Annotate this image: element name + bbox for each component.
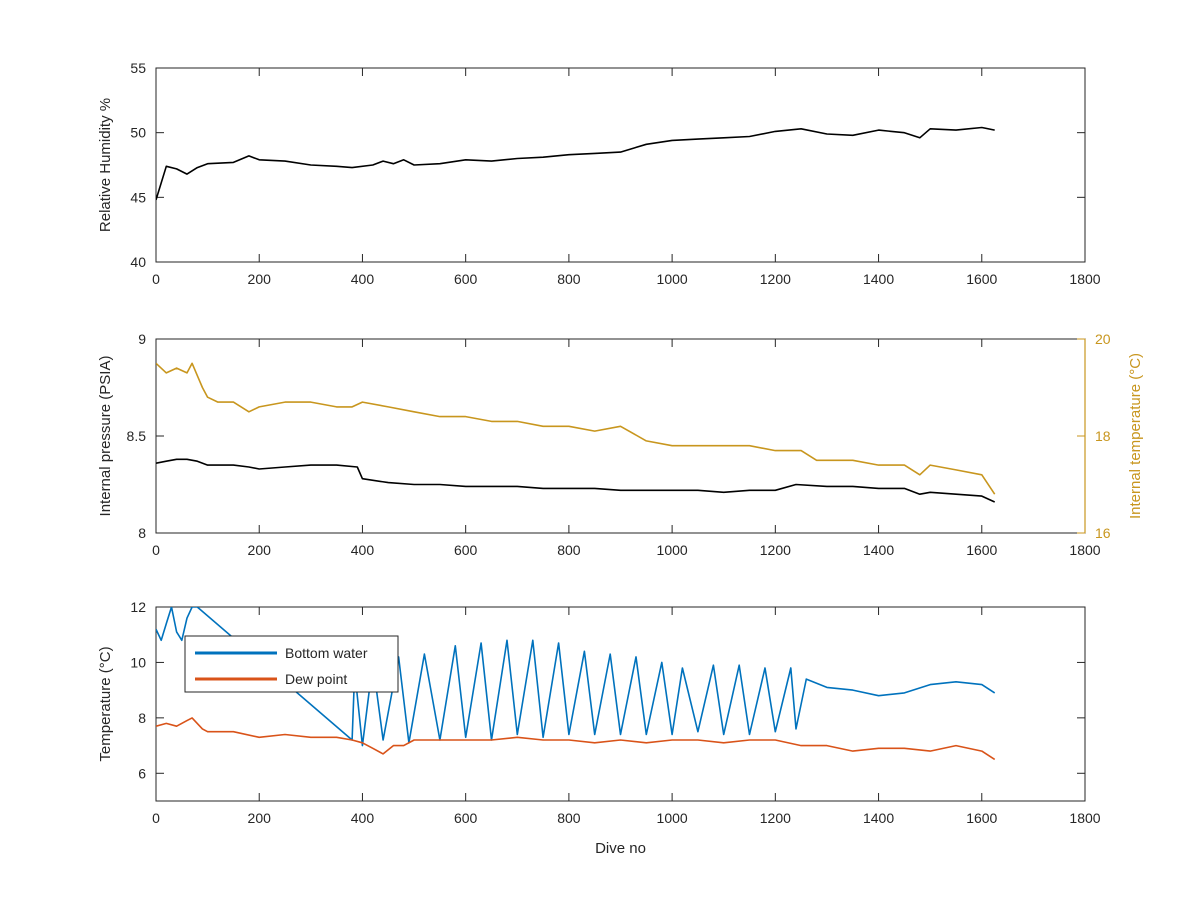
chart-panel-3: 0 200 400 600 800 1000 1200 1400 1600 1800 6 8 10 12 T… bbox=[97, 599, 1101, 857]
y-tick-label: 45 bbox=[130, 189, 146, 205]
x-tick-label: 1400 bbox=[863, 271, 894, 287]
chart-panel-1: 0 200 400 600 800 1000 1200 1400 1600 1800 40 45 50 5… bbox=[97, 60, 1101, 287]
x-tick-label: 800 bbox=[557, 810, 581, 826]
y-tick-label: 8.5 bbox=[127, 428, 147, 444]
x-tick-label: 1200 bbox=[760, 271, 791, 287]
y-tick-label-right: 20 bbox=[1095, 331, 1111, 347]
series-line-1-1 bbox=[156, 126, 995, 201]
legend-box bbox=[184, 635, 399, 693]
y-axis-label: Temperature (°C) bbox=[97, 646, 114, 761]
y-tick-label: 10 bbox=[130, 654, 146, 670]
x-tick-label: 1600 bbox=[966, 542, 997, 558]
y-tick-label: 12 bbox=[130, 599, 146, 615]
x-tick-label: 0 bbox=[152, 810, 160, 826]
series-line-2-1 bbox=[156, 362, 996, 495]
y-axis-label: Internal pressure (PSIA) bbox=[97, 356, 114, 517]
y-tick-label: 8 bbox=[138, 710, 146, 726]
x-tick-label: 1200 bbox=[760, 810, 791, 826]
x-tick-label: 200 bbox=[248, 810, 272, 826]
series-line-dew-point bbox=[156, 717, 996, 761]
x-tick-label: 1600 bbox=[966, 271, 997, 287]
x-tick-label: 800 bbox=[557, 542, 581, 558]
x-tick-label: 1600 bbox=[966, 810, 997, 826]
y-tick-label: 6 bbox=[138, 765, 146, 781]
x-tick-label: 400 bbox=[351, 271, 375, 287]
y-axis-label-right: Internal temperature (°C) bbox=[1127, 353, 1144, 519]
x-tick-label: 600 bbox=[454, 271, 478, 287]
y-tick-label: 55 bbox=[130, 60, 146, 76]
legend: Bottom water Dew point bbox=[184, 635, 399, 693]
x-tick-label: 0 bbox=[152, 271, 160, 287]
y-tick-label: 50 bbox=[130, 125, 146, 141]
plot-area bbox=[155, 67, 1086, 263]
y-tick-label-right: 18 bbox=[1095, 428, 1111, 444]
x-tick-label: 1000 bbox=[657, 542, 688, 558]
x-tick-label: 1400 bbox=[863, 810, 894, 826]
x-axis-label: Dive no bbox=[595, 840, 646, 857]
x-tick-label: 200 bbox=[248, 542, 272, 558]
x-tick-label: 400 bbox=[351, 810, 375, 826]
y-axis-label: Relative Humidity % bbox=[97, 98, 114, 232]
x-tick-label: 1000 bbox=[657, 271, 688, 287]
series-line-2-2 bbox=[156, 458, 996, 503]
legend-label: Dew point bbox=[285, 671, 347, 687]
legend-label: Bottom water bbox=[285, 645, 368, 661]
x-tick-label: 200 bbox=[248, 271, 272, 287]
x-tick-label: 1800 bbox=[1069, 810, 1100, 826]
x-tick-label: 1200 bbox=[760, 542, 791, 558]
y-tick-label-right: 16 bbox=[1095, 525, 1111, 541]
x-tick-label: 400 bbox=[351, 542, 375, 558]
x-tick-label: 600 bbox=[454, 542, 478, 558]
plot-area bbox=[155, 338, 1086, 534]
x-tick-label: 1000 bbox=[657, 810, 688, 826]
x-tick-label: 1800 bbox=[1069, 542, 1100, 558]
y-tick-label: 8 bbox=[138, 525, 146, 541]
chart-panel-2: 0 200 400 600 800 1000 1200 1400 1600 1800 8 8.5 9 16… bbox=[97, 331, 1144, 558]
x-tick-label: 600 bbox=[454, 810, 478, 826]
y-tick-label: 40 bbox=[130, 254, 146, 270]
y-tick-label: 9 bbox=[138, 331, 146, 347]
x-tick-label: 800 bbox=[557, 271, 581, 287]
x-tick-label: 0 bbox=[152, 542, 160, 558]
x-tick-label: 1400 bbox=[863, 542, 894, 558]
x-tick-label: 1800 bbox=[1069, 271, 1100, 287]
